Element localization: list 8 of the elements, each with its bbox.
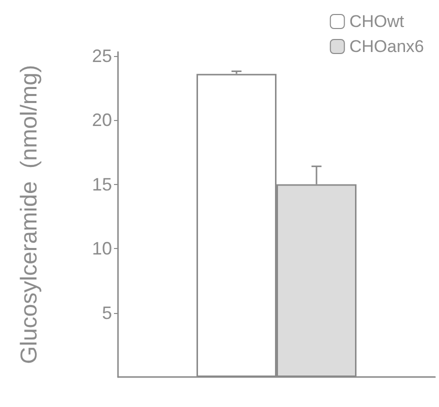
legend-label: CHOwt [349, 12, 404, 31]
y-axis-title: Glucosylceramide (nmol/mg) [16, 64, 42, 364]
y-tick-label: 20 [92, 110, 112, 130]
legend-label: CHOanx6 [349, 37, 424, 56]
y-tick-label: 5 [102, 302, 112, 323]
y-tick-label: 15 [92, 174, 112, 194]
y-tick-label: 10 [92, 238, 112, 259]
y-tick-label: 25 [92, 46, 112, 66]
